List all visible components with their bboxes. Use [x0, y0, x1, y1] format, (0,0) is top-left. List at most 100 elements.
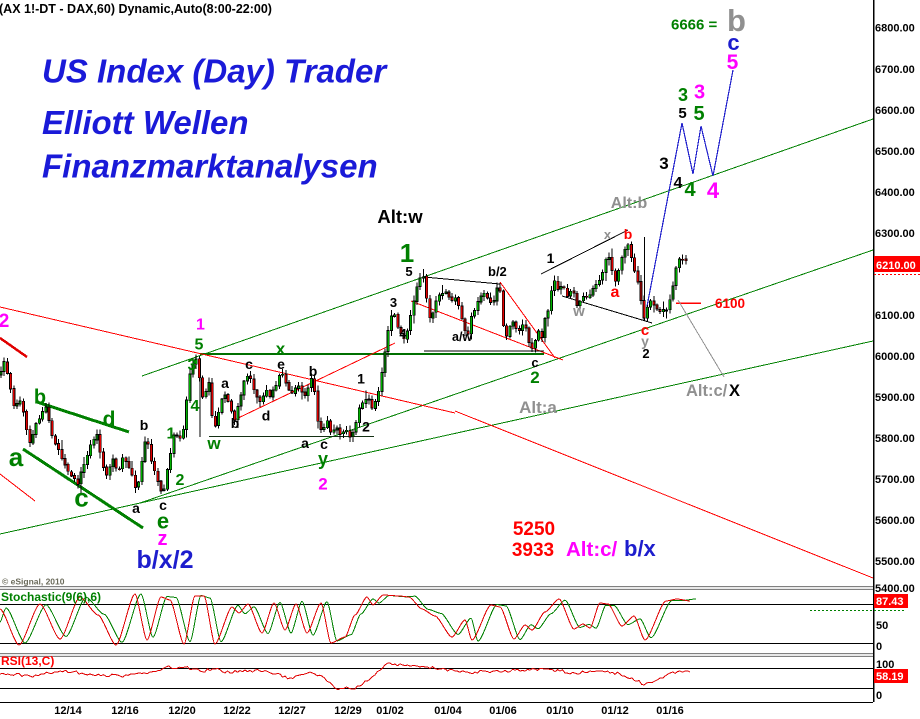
svg-text:c: c	[159, 497, 167, 513]
svg-text:6400.00: 6400.00	[875, 187, 915, 199]
svg-text:Finanzmarktanalysen: Finanzmarktanalysen	[42, 148, 378, 185]
svg-text:6100: 6100	[715, 296, 745, 311]
svg-text:12/16: 12/16	[111, 705, 139, 717]
svg-text:3933: 3933	[512, 540, 554, 561]
svg-text:01/02: 01/02	[376, 705, 404, 717]
svg-text:5400.00: 5400.00	[875, 583, 915, 595]
svg-text:c: c	[74, 483, 88, 513]
svg-text:100: 100	[876, 659, 894, 671]
svg-text:1: 1	[547, 250, 555, 266]
svg-text:01/04: 01/04	[434, 705, 462, 717]
svg-text:2: 2	[362, 419, 370, 435]
svg-text:w: w	[206, 434, 221, 453]
svg-text:c: c	[245, 356, 253, 372]
svg-text:0: 0	[876, 690, 882, 702]
svg-text:e: e	[277, 356, 285, 372]
svg-text:Elliott Wellen: Elliott Wellen	[42, 104, 249, 141]
svg-text:c: c	[727, 30, 739, 55]
svg-text:6600.00: 6600.00	[875, 105, 915, 117]
svg-text:5: 5	[678, 105, 686, 122]
svg-text:e: e	[157, 509, 169, 534]
svg-text:3: 3	[188, 357, 197, 374]
svg-text:y: y	[318, 449, 328, 469]
svg-text:5500.00: 5500.00	[875, 556, 915, 568]
svg-text:Alt:w: Alt:w	[377, 206, 423, 227]
svg-text:2: 2	[642, 346, 649, 361]
svg-text:y: y	[641, 333, 649, 349]
svg-text:5250: 5250	[513, 519, 555, 540]
svg-text:Alt:b: Alt:b	[611, 195, 648, 212]
svg-text:58.19: 58.19	[876, 671, 904, 683]
svg-text:12/22: 12/22	[223, 705, 251, 717]
svg-text:1: 1	[167, 426, 176, 443]
svg-text:01/10: 01/10	[546, 705, 574, 717]
svg-text:4: 4	[191, 398, 200, 415]
svg-text:01/06: 01/06	[489, 705, 517, 717]
svg-text:1: 1	[400, 238, 414, 268]
svg-text:US Index (Day) Trader: US Index (Day) Trader	[42, 53, 388, 90]
svg-text:5700.00: 5700.00	[875, 474, 915, 486]
svg-text:a: a	[221, 375, 229, 391]
svg-text:0: 0	[876, 641, 882, 653]
svg-text:a: a	[132, 500, 140, 516]
svg-text:3: 3	[659, 154, 668, 173]
svg-text:12/14: 12/14	[54, 705, 82, 717]
svg-text:50: 50	[876, 620, 888, 632]
svg-text:4: 4	[399, 326, 407, 341]
svg-text:a/w: a/w	[452, 330, 472, 344]
svg-text:12/29: 12/29	[334, 705, 362, 717]
svg-text:b/x/2: b/x/2	[137, 546, 194, 574]
svg-text:b: b	[231, 415, 240, 431]
svg-text:b: b	[34, 387, 46, 409]
svg-text:5900.00: 5900.00	[875, 392, 915, 404]
svg-text:Alt:c/: Alt:c/	[686, 382, 728, 400]
svg-text:a: a	[9, 442, 24, 472]
svg-text:2: 2	[176, 472, 185, 489]
svg-text:4: 4	[707, 178, 720, 203]
svg-text:b: b	[140, 417, 149, 433]
svg-text:1: 1	[196, 317, 205, 334]
svg-text:Alt:a: Alt:a	[519, 398, 557, 417]
svg-text:6666 =: 6666 =	[671, 17, 718, 34]
svg-text:a: a	[301, 435, 309, 451]
svg-text:RSI(13,C): RSI(13,C)	[1, 654, 54, 668]
svg-text:01/12: 01/12	[601, 705, 629, 717]
svg-text:Stochastic(9(6),6): Stochastic(9(6),6)	[1, 590, 101, 604]
svg-text:2: 2	[0, 311, 9, 332]
svg-text:6210.00: 6210.00	[876, 260, 916, 272]
svg-text:6500.00: 6500.00	[875, 146, 915, 158]
svg-text:z: z	[158, 528, 168, 550]
svg-text:d: d	[103, 408, 116, 431]
svg-text:X: X	[729, 382, 740, 400]
svg-text:4: 4	[684, 179, 696, 201]
svg-text:x: x	[276, 340, 286, 359]
svg-text:5800.00: 5800.00	[875, 433, 915, 445]
svg-text:w: w	[572, 303, 585, 320]
svg-text:c: c	[531, 355, 538, 370]
svg-text:4: 4	[674, 175, 683, 192]
svg-text:6000.00: 6000.00	[875, 351, 915, 363]
svg-text:5: 5	[693, 103, 704, 125]
svg-text:3: 3	[390, 295, 397, 310]
svg-text:6300.00: 6300.00	[875, 228, 915, 240]
svg-text:c: c	[641, 322, 649, 339]
svg-text:5600.00: 5600.00	[875, 515, 915, 527]
svg-text:6800.00: 6800.00	[875, 23, 915, 35]
svg-text:87.43: 87.43	[876, 596, 904, 608]
svg-text:5: 5	[727, 51, 739, 74]
svg-text:2: 2	[530, 368, 539, 387]
svg-text:a: a	[611, 284, 620, 301]
svg-text:5: 5	[195, 337, 204, 354]
svg-text:© eSignal, 2010: © eSignal, 2010	[2, 577, 65, 587]
svg-text:c: c	[320, 436, 328, 452]
svg-text:2: 2	[318, 475, 327, 494]
svg-text:12/27: 12/27	[278, 705, 306, 717]
svg-text:b/x: b/x	[624, 536, 657, 561]
svg-text:x: x	[604, 227, 612, 242]
svg-text:5: 5	[405, 264, 412, 279]
svg-text:1: 1	[357, 371, 365, 387]
svg-text:6100.00: 6100.00	[875, 310, 915, 322]
svg-text:d: d	[262, 408, 271, 424]
svg-text:b/2: b/2	[488, 264, 507, 279]
svg-text:12/20: 12/20	[168, 705, 196, 717]
